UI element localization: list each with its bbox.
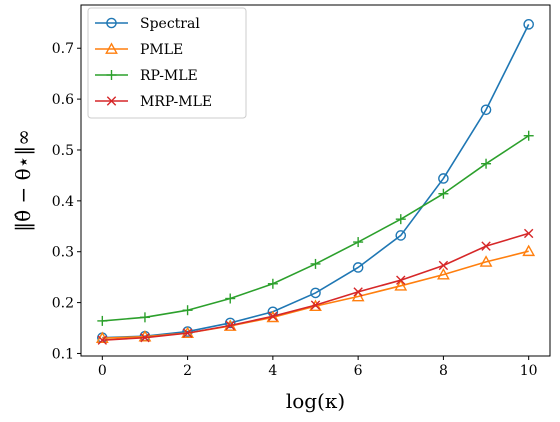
data-point-3-6 [353,287,363,297]
legend-entry-2: RP-MLE [95,68,198,84]
data-point-0-3 [224,317,236,329]
x-tick-label-4: 8 [439,363,448,379]
data-point-2-6 [353,237,364,248]
data-point-2-1 [139,312,150,323]
axes-frame [80,4,551,357]
x-tick-label-2: 4 [268,363,277,379]
plot-area [80,4,551,357]
data-point-3-4 [268,311,278,322]
data-point-0-9 [480,104,492,116]
data-point-3-2 [182,328,193,338]
x-tick-label-5: 10 [520,363,538,379]
legend-entry-1: PMLE [95,42,183,58]
data-point-2-9 [481,158,492,169]
series-line-0 [102,23,530,339]
y-tick-label-4: 0.5 [52,143,74,159]
legend-box [87,7,247,119]
legend-marker-2 [106,70,117,80]
data-point-0-5 [310,287,321,299]
data-point-1-7 [394,279,408,291]
data-point-3-0 [97,335,108,345]
data-point-1-6 [351,289,365,302]
y-tick-label-2: 0.3 [52,245,74,261]
data-point-0-10 [523,19,534,30]
y-tick-label-6: 0.7 [52,41,74,57]
y-tick-label-5: 0.6 [52,92,74,108]
y-tick-label-1: 0.2 [52,296,74,312]
x-tick-label-1: 2 [183,363,192,379]
data-point-1-1 [138,330,152,342]
data-point-3-1 [140,332,150,343]
legend-label-1: PMLE [140,42,183,58]
x-tick-label-3: 6 [354,363,363,379]
legend: Spectral PMLE RP-MLE MRP-MLE [87,7,247,119]
data-point-3-3 [225,320,235,331]
series-line-3 [102,232,529,342]
data-point-3-8 [438,260,449,271]
data-point-2-4 [267,278,278,289]
y-tick-label-3: 0.4 [52,194,74,210]
legend-entry-3: MRP-MLE [95,94,212,110]
legend-label-0: Spectral [140,16,200,32]
axis-ticks: 0 2 4 6 8 10 0.1 0.2 0.3 0.4 0.5 0.6 0.7 [52,41,538,379]
data-point-3-7 [396,275,406,285]
data-point-0-7 [395,230,407,241]
y-axis-label: ‖θ̂ − θ⋆‖∞ [11,129,36,232]
data-point-3-9 [481,241,491,251]
x-tick-label-0: 0 [98,363,107,379]
legend-label-3: MRP-MLE [140,94,212,110]
legend-marker-3 [106,96,117,106]
y-tick-label-0: 0.1 [52,346,74,362]
data-point-2-10 [523,130,534,141]
data-point-2-5 [310,258,321,269]
data-point-2-8 [438,188,449,199]
legend-marker-1 [105,42,118,54]
data-point-3-5 [310,300,321,310]
legend-marker-0 [106,17,117,29]
data-point-2-3 [225,293,236,304]
x-axis-label: log(κ) [286,389,345,413]
legend-label-2: RP-MLE [140,68,198,84]
data-point-2-0 [97,315,108,326]
data-point-3-10 [523,228,534,239]
data-point-0-6 [352,262,364,273]
data-point-1-10 [522,244,536,257]
data-point-0-8 [438,173,449,184]
data-point-1-9 [479,255,493,267]
legend-entry-0: Spectral [95,16,200,32]
data-point-2-7 [395,214,406,225]
data-point-2-2 [182,305,193,316]
data-point-1-8 [437,267,450,280]
